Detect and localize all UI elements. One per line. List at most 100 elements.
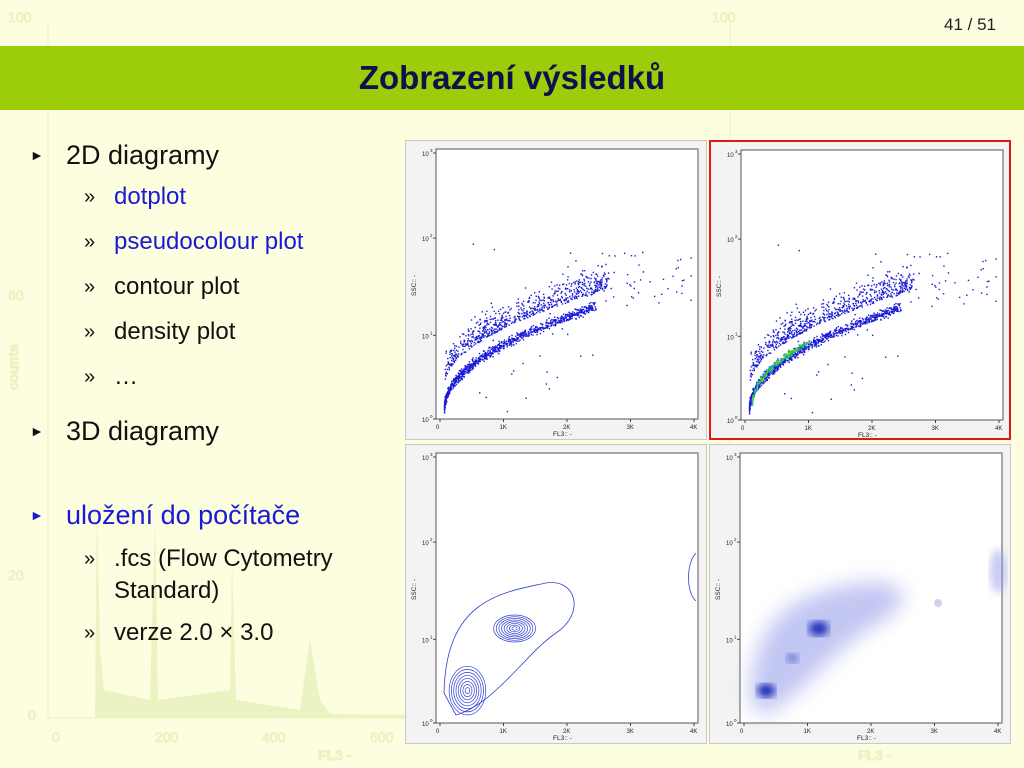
dot-mark	[500, 341, 503, 344]
dot-mark	[883, 281, 885, 284]
dot-mark	[462, 343, 465, 345]
dot-mark	[835, 332, 838, 334]
dot-mark	[450, 349, 453, 351]
dot-mark	[754, 357, 756, 360]
dot-mark	[504, 311, 506, 314]
dot-mark	[890, 295, 893, 297]
dot-mark	[754, 387, 756, 389]
contour-line	[509, 624, 521, 633]
dot-mark	[814, 343, 817, 345]
dot-mark	[893, 292, 895, 295]
dot-mark	[590, 293, 593, 296]
dot-mark	[539, 309, 541, 312]
dot-mark	[577, 286, 580, 289]
dot-mark	[780, 336, 783, 339]
dot-mark	[797, 340, 799, 343]
dot-mark	[769, 371, 772, 374]
dot-mark	[570, 290, 573, 292]
dot-mark	[481, 333, 483, 335]
dot-mark	[773, 372, 775, 374]
subitem-label: .fcs (Flow Cytometry Standard)	[114, 545, 333, 604]
dot-mark	[586, 290, 588, 292]
dot-mark	[528, 332, 531, 334]
dot-mark	[844, 329, 846, 332]
dot-mark	[749, 403, 752, 405]
dot-mark	[783, 331, 786, 334]
dot-mark	[475, 338, 478, 340]
dot-mark	[477, 330, 479, 332]
dot-mark	[568, 315, 570, 318]
dot-mark	[749, 404, 752, 406]
dot-mark	[585, 306, 587, 308]
dot-mark	[490, 329, 493, 331]
dot-mark	[826, 333, 828, 335]
dot-mark	[593, 309, 595, 312]
dot-mark	[552, 295, 554, 297]
dot-mark	[758, 379, 760, 381]
dot-mark	[448, 368, 450, 370]
dot-mark	[580, 291, 583, 294]
dot-mark	[817, 339, 820, 341]
dot-mark	[571, 312, 573, 315]
dot-mark	[873, 290, 876, 292]
dot-mark	[967, 279, 970, 282]
dot-mark	[785, 341, 788, 343]
dot-mark	[498, 350, 501, 352]
dot-mark	[588, 309, 590, 311]
dot-mark	[545, 322, 547, 324]
dot-mark	[458, 370, 461, 372]
contour-line	[451, 668, 484, 713]
dot-mark	[525, 335, 527, 338]
dot-mark	[487, 328, 489, 331]
dot-mark	[468, 368, 471, 371]
dot-mark	[591, 305, 593, 307]
dot-mark	[586, 276, 588, 279]
dot-mark	[500, 347, 502, 349]
dot-mark	[847, 306, 850, 308]
dot-mark	[587, 311, 590, 314]
dot-mark	[558, 319, 560, 322]
dot-mark	[457, 354, 459, 357]
dot-mark	[579, 308, 582, 310]
dot-mark	[748, 402, 751, 405]
bullet-3d-diagramy: ► 3D diagramy	[30, 411, 410, 451]
dot-mark	[754, 365, 756, 368]
dot-mark	[493, 331, 496, 333]
dot-mark	[852, 298, 854, 300]
dot-mark	[900, 283, 903, 285]
dot-mark	[498, 340, 500, 343]
dot-mark	[824, 340, 826, 342]
density-dot-mark	[751, 404, 754, 407]
dot-mark	[583, 282, 586, 285]
dot-mark	[830, 316, 832, 318]
dot-mark	[559, 317, 561, 319]
dot-mark	[790, 328, 792, 330]
dot-mark	[831, 317, 833, 320]
dot-mark	[583, 270, 586, 272]
dot-mark	[862, 291, 864, 293]
dot-mark	[752, 387, 755, 390]
dot-mark	[549, 297, 551, 299]
dot-mark	[829, 318, 831, 321]
dot-mark	[449, 353, 451, 356]
y-tick-exponent: 1	[735, 331, 738, 336]
dot-mark	[690, 275, 692, 277]
density-dot-mark	[808, 342, 811, 345]
dot-mark	[536, 326, 538, 328]
dot-mark	[795, 330, 798, 332]
dot-mark	[578, 291, 580, 293]
dot-mark	[642, 271, 645, 273]
dot-mark	[819, 321, 821, 324]
dot-mark	[769, 352, 771, 354]
dot-mark	[749, 409, 751, 411]
dot-mark	[446, 396, 448, 398]
dot-mark	[892, 282, 895, 284]
dot-mark	[755, 364, 757, 366]
dot-mark	[596, 289, 599, 292]
dot-mark	[543, 306, 545, 309]
dot-mark	[793, 333, 795, 336]
dot-mark	[838, 310, 841, 312]
dot-mark	[874, 317, 877, 320]
dot-mark	[681, 292, 683, 295]
dot-mark	[847, 329, 850, 331]
